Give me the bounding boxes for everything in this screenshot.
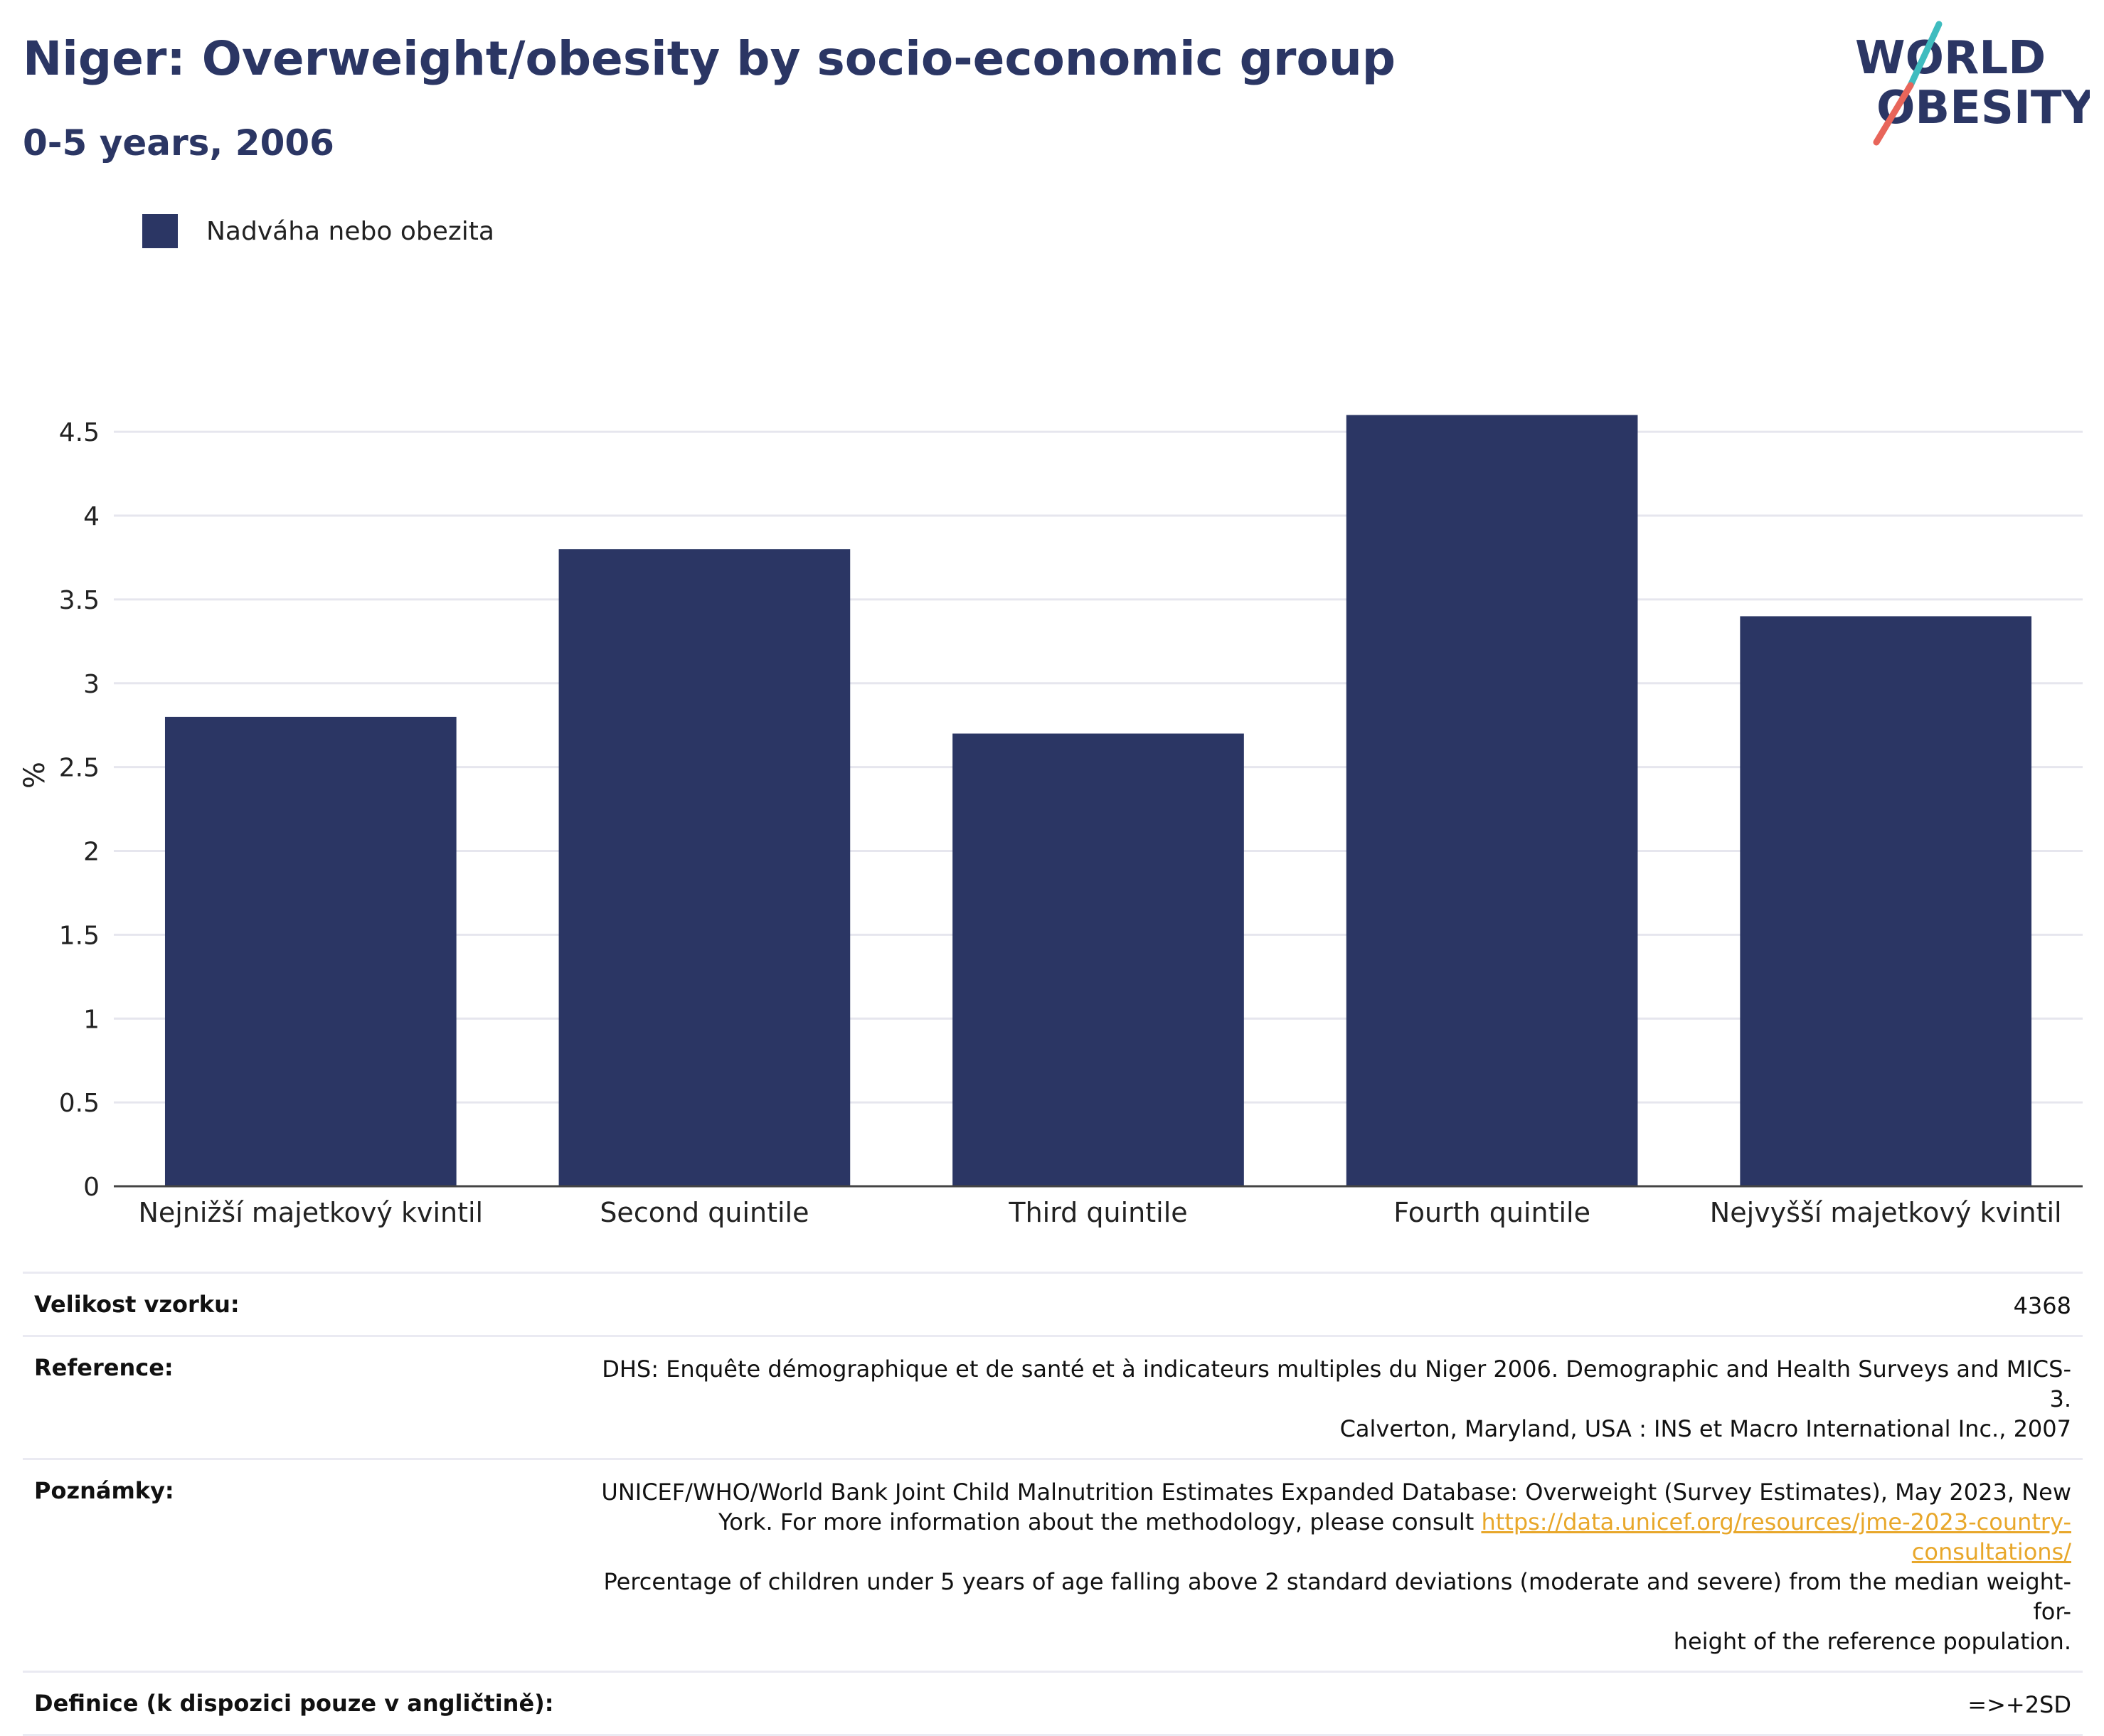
notes-line: York. For more information about the met… — [592, 1507, 2071, 1567]
y-tick-label: 3 — [83, 670, 100, 699]
logo-line2: OBESITY — [1876, 82, 2090, 134]
x-tick-label: Fourth quintile — [1393, 1197, 1590, 1228]
reference-line: DHS: Enquête démographique et de santé e… — [602, 1356, 2071, 1412]
definition-row: Definice (k dispozici pouze v angličtině… — [23, 1671, 2083, 1736]
y-tick-label: 3.5 — [59, 586, 100, 615]
x-tick-label: Nejvyšší majetkový kvintil — [1710, 1197, 2062, 1228]
notes-line: Percentage of children under 5 years of … — [603, 1568, 2072, 1625]
definition-label: Definice (k dispozici pouze v angličtině… — [34, 1690, 554, 1717]
logo-graphic: WORLD OBESITY — [1855, 21, 2095, 146]
x-tick-label: Third quintile — [1008, 1197, 1187, 1228]
bar-chart: 0 0.5 1 1.5 2 2.5 3 3.5 4 4.5 Nejnižší majetkový … — [18, 415, 2083, 1228]
y-tick-label: 0 — [83, 1173, 100, 1202]
bar[interactable] — [1346, 415, 1638, 1186]
notes-row: Poznámky: UNICEF/WHO/World Bank Joint Ch… — [23, 1458, 2083, 1671]
logo-line1: WORLD — [1855, 32, 2046, 85]
x-tick-label: Nejnižší majetkový kvintil — [138, 1197, 483, 1228]
y-tick-label: 1.5 — [59, 921, 100, 950]
y-axis-title: % — [18, 762, 51, 789]
world-obesity-logo[interactable]: WORLD OBESITY — [1855, 20, 2095, 155]
reference-label: Reference: — [34, 1354, 174, 1381]
y-tick-label: 1 — [83, 1005, 100, 1034]
bar[interactable] — [1740, 616, 2032, 1186]
sample-size-label: Velikost vzorku: — [34, 1291, 240, 1318]
reference-line: Calverton, Maryland, USA : INS et Macro … — [1339, 1415, 2071, 1442]
logo-slash-bottom — [1873, 82, 1914, 146]
y-tick-label: 0.5 — [59, 1089, 100, 1118]
legend-label: Nadváha nebo obezita — [206, 216, 494, 246]
notes-line: UNICEF/WHO/World Bank Joint Child Malnut… — [601, 1479, 2071, 1506]
bars — [164, 415, 2032, 1186]
sample-size-row: Velikost vzorku: 4368 — [23, 1272, 2083, 1335]
chart-subtitle: 0-5 years, 2006 — [23, 122, 334, 164]
x-axis-labels: Nejnižší majetkový kvintil Second quintil… — [138, 1197, 2061, 1228]
bar[interactable] — [952, 733, 1244, 1186]
bar[interactable] — [558, 549, 851, 1186]
y-tick-label: 2 — [83, 838, 100, 867]
sample-size-value: 4368 — [2013, 1292, 2071, 1319]
y-tick-label: 4.5 — [59, 418, 100, 447]
reference-value: DHS: Enquête démographique et de santé e… — [592, 1354, 2071, 1444]
notes-value: UNICEF/WHO/World Bank Joint Child Malnut… — [592, 1477, 2071, 1656]
chart-legend[interactable]: Nadváha nebo obezita — [142, 210, 494, 252]
legend-swatch — [142, 214, 178, 248]
notes-label: Poznámky: — [34, 1477, 174, 1504]
reference-row: Reference: DHS: Enquête démographique et… — [23, 1335, 2083, 1458]
info-table: Velikost vzorku: 4368 Reference: DHS: En… — [23, 1272, 2083, 1736]
chart-title: Niger: Overweight/obesity by socio-econo… — [23, 31, 1396, 86]
methodology-link[interactable]: https://data.unicef.org/resources/jme-20… — [1481, 1508, 2071, 1565]
y-axis-ticks: 0 0.5 1 1.5 2 2.5 3 3.5 4 4.5 — [59, 418, 100, 1202]
x-tick-label: Second quintile — [600, 1197, 809, 1228]
y-tick-label: 4 — [83, 502, 100, 531]
notes-line-text: York. For more information about the met… — [718, 1508, 1482, 1535]
logo-slash-top — [1907, 21, 1943, 89]
bar[interactable] — [164, 716, 457, 1186]
notes-line: height of the reference population. — [1673, 1628, 2071, 1655]
definition-value: =>+2SD — [1967, 1691, 2071, 1718]
y-tick-label: 2.5 — [59, 754, 100, 783]
